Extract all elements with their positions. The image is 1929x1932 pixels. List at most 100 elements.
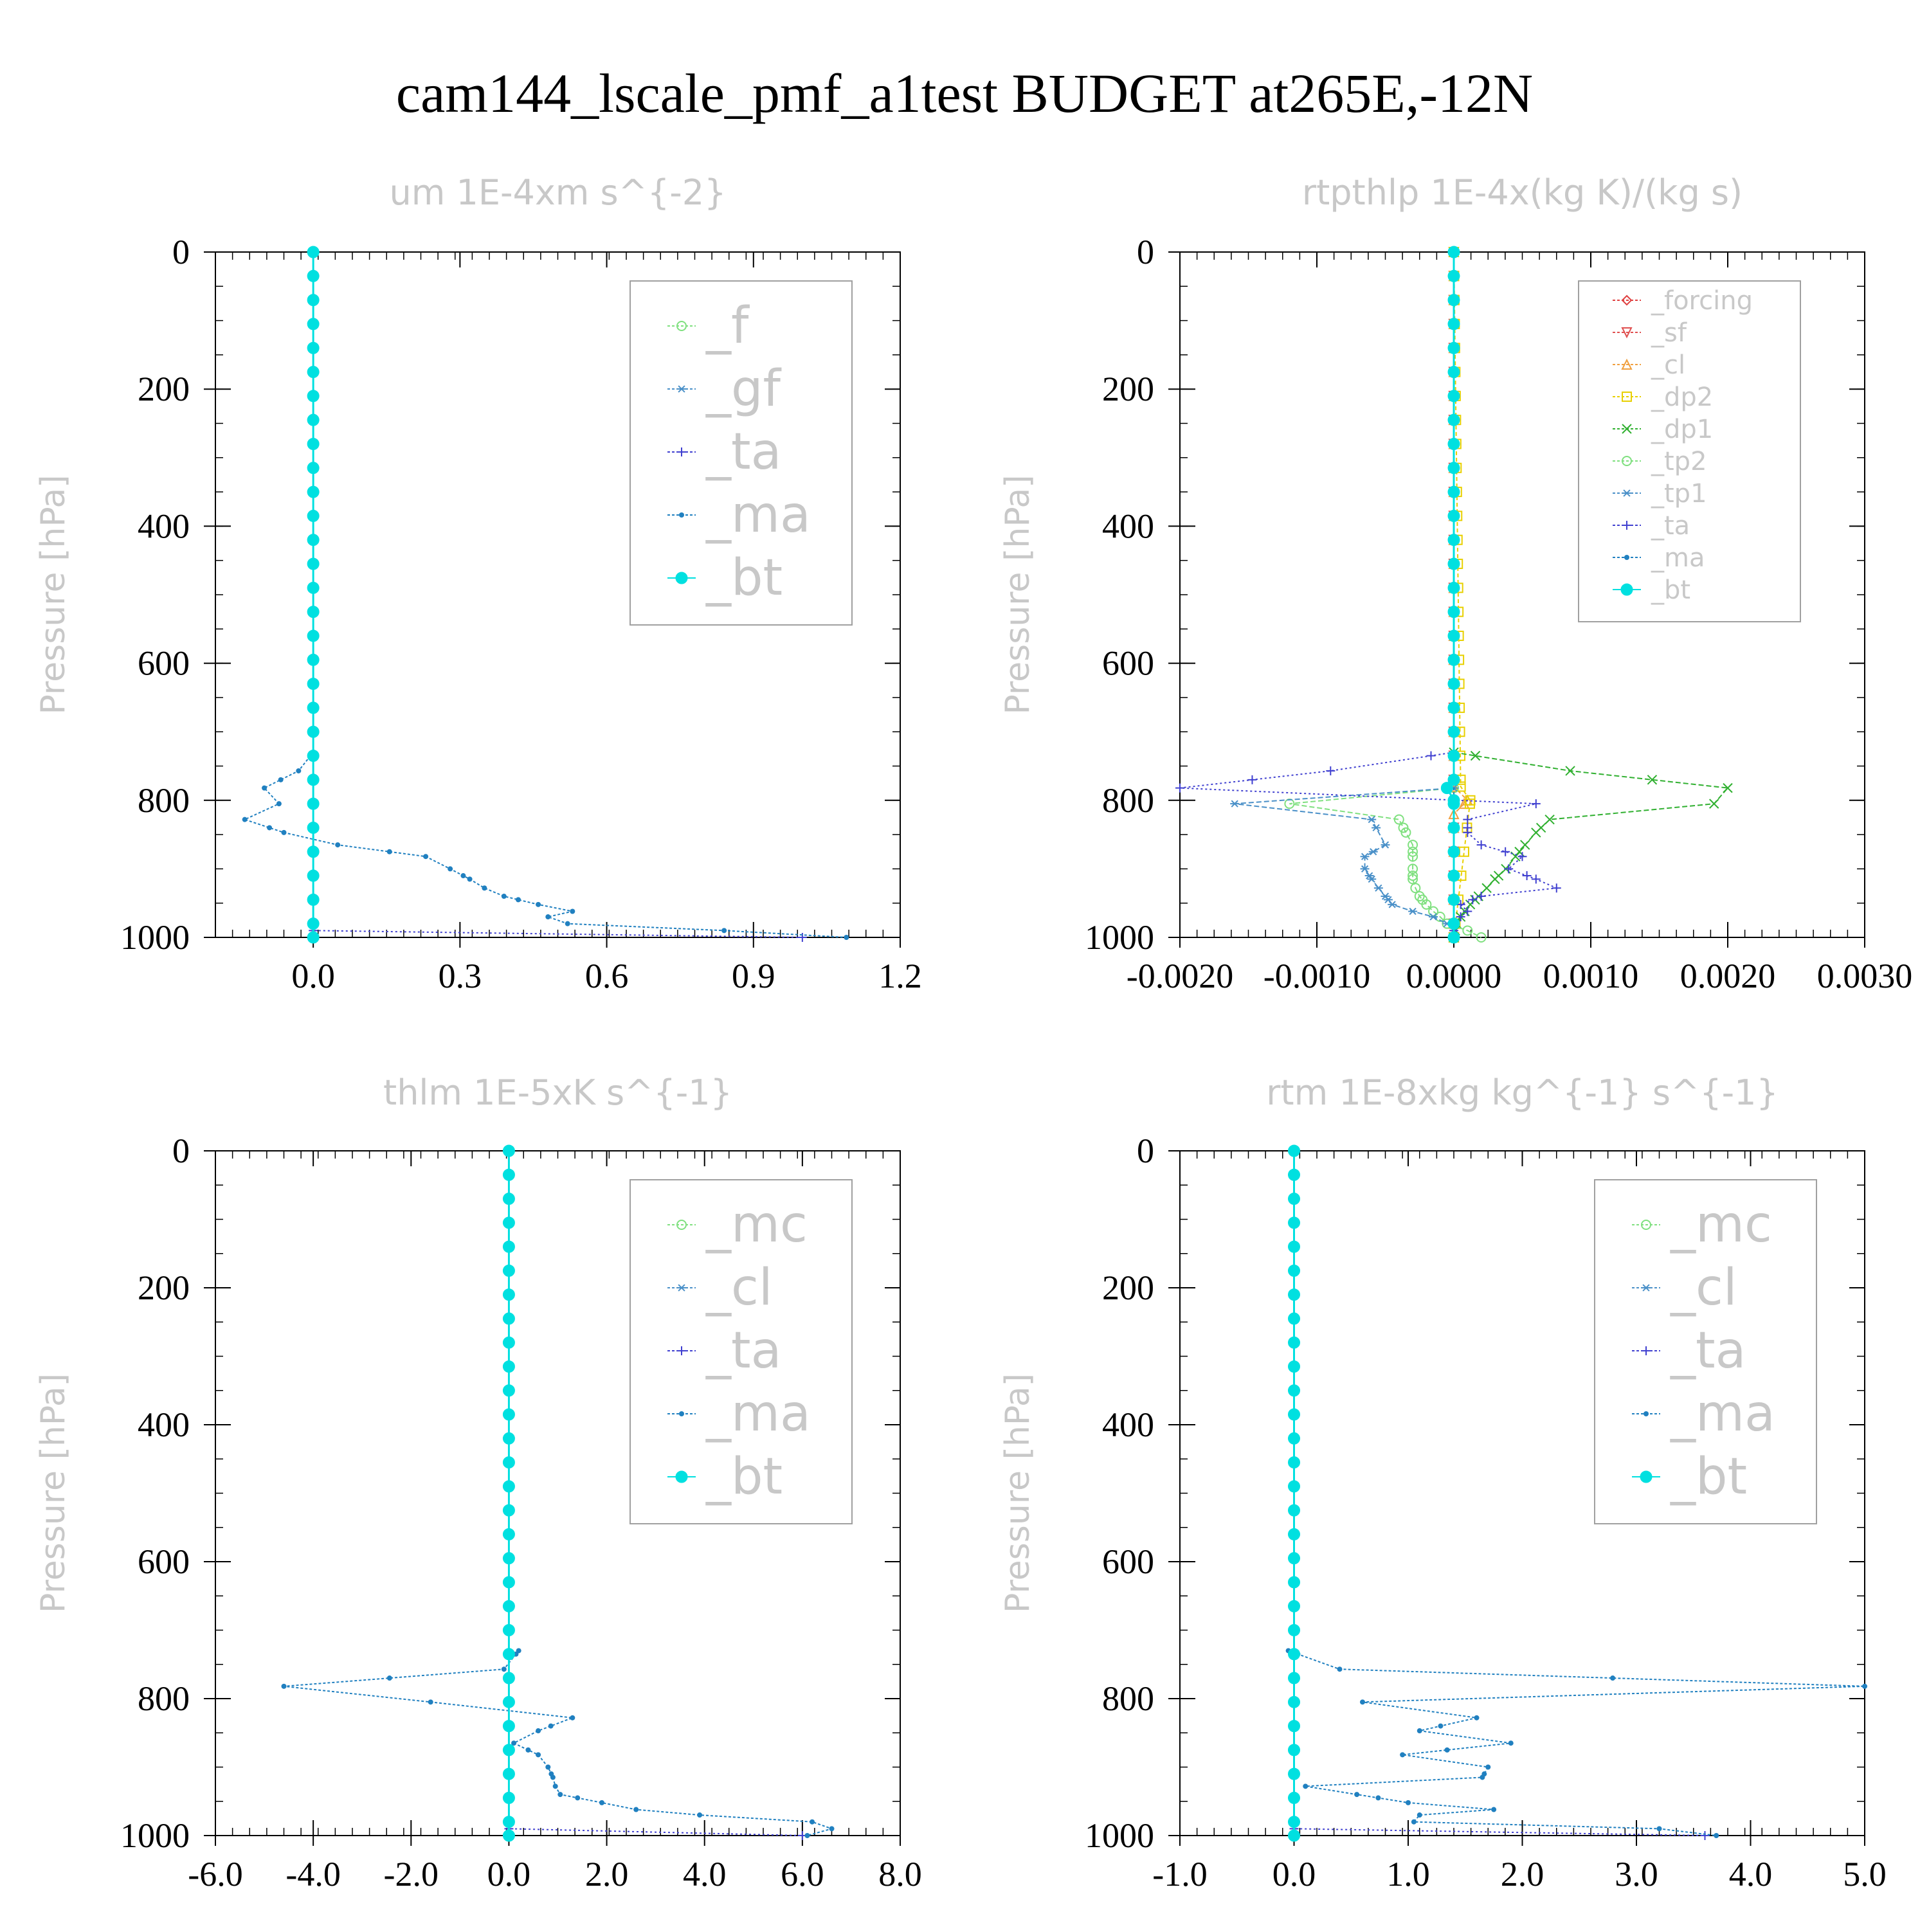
data-point	[307, 437, 320, 450]
data-point	[1288, 1744, 1300, 1756]
data-point	[1447, 437, 1460, 450]
legend-label: _mc	[705, 1196, 808, 1254]
data-point	[677, 385, 686, 393]
data-point	[307, 931, 320, 944]
series-line	[1453, 252, 1469, 937]
data-point	[1408, 874, 1418, 885]
data-point	[502, 1600, 515, 1612]
x-tick-label: -6.0	[188, 1855, 242, 1893]
data-point	[1411, 1819, 1417, 1825]
legend-label: _f	[705, 297, 750, 355]
data-point	[1447, 773, 1460, 786]
legend: _f_gf_ta_ma_bt	[629, 280, 853, 626]
series-ma	[281, 1648, 835, 1838]
data-point	[502, 1240, 515, 1253]
data-point	[1438, 1723, 1444, 1729]
data-point	[1381, 841, 1390, 849]
data-point	[276, 801, 282, 807]
series-line	[1445, 252, 1455, 937]
data-point	[502, 1264, 515, 1277]
data-point	[1288, 1456, 1300, 1469]
data-point	[1474, 1715, 1480, 1720]
legend-box	[629, 280, 853, 626]
data-point	[307, 845, 320, 858]
data-point	[1640, 1470, 1653, 1483]
x-tick-label: 2.0	[1501, 1855, 1544, 1893]
data-point	[1440, 782, 1453, 795]
data-point	[1398, 822, 1409, 833]
data-point	[1428, 906, 1439, 917]
data-point	[1447, 931, 1460, 944]
data-point	[1517, 852, 1527, 862]
data-point	[307, 485, 320, 498]
y-tick-label: 1000	[1085, 1816, 1154, 1855]
data-point	[1288, 1168, 1300, 1181]
data-point	[307, 701, 320, 714]
data-point	[1723, 782, 1733, 793]
data-point	[1408, 851, 1418, 862]
data-point	[335, 842, 341, 848]
legend: _forcing_sf_cl _dp2 _dp1 _tp2 _tp1_ta_ma_bt	[1578, 280, 1801, 622]
data-point	[536, 1752, 541, 1758]
data-point	[1383, 896, 1393, 903]
series-line	[1179, 752, 1559, 937]
series-dp1	[1449, 747, 1733, 943]
data-point	[1622, 489, 1631, 497]
data-point	[1406, 1800, 1411, 1805]
data-point	[1447, 653, 1460, 666]
data-point	[307, 462, 320, 474]
data-point	[307, 269, 320, 282]
y-tick-label: 0	[1137, 233, 1154, 271]
data-point	[1288, 1504, 1300, 1517]
x-tick-label: -1.0	[1152, 1855, 1207, 1893]
data-point	[1464, 799, 1475, 809]
data-point	[1288, 1193, 1300, 1205]
data-point	[1476, 932, 1487, 943]
data-point	[810, 1819, 815, 1825]
data-point	[1288, 1480, 1300, 1493]
series-line	[1453, 752, 1730, 938]
series-ta	[1175, 748, 1561, 942]
series-bt	[1288, 1144, 1300, 1842]
data-point	[1463, 827, 1472, 837]
data-point	[502, 1829, 515, 1842]
data-point	[1288, 1336, 1300, 1349]
data-point	[1447, 390, 1460, 402]
data-point	[844, 935, 849, 940]
data-point	[502, 1648, 515, 1661]
y-axis-label: Pressure [hPa]	[999, 475, 1037, 715]
y-axis-label: Pressure [hPa]	[999, 1373, 1037, 1613]
data-point	[1447, 534, 1460, 546]
data-point	[1456, 899, 1465, 909]
data-point	[1504, 864, 1514, 874]
data-point	[1447, 462, 1460, 474]
x-tick-label: 0.0030	[1817, 957, 1913, 995]
data-point	[1531, 874, 1541, 884]
data-point	[307, 653, 320, 666]
data-point	[1388, 901, 1397, 908]
data-point	[1622, 456, 1632, 466]
data-point	[1456, 912, 1465, 922]
data-point	[262, 785, 267, 791]
data-point	[296, 768, 302, 773]
legend-label: _mc	[1670, 1196, 1772, 1254]
data-point	[281, 829, 287, 835]
x-tick-label: 0.0	[1272, 1855, 1316, 1893]
series-tp2	[1284, 782, 1487, 943]
data-point	[1862, 1683, 1867, 1689]
data-point	[565, 921, 570, 926]
y-tick-label: 400	[1102, 507, 1154, 545]
data-point	[1288, 1767, 1300, 1780]
y-tick-label: 600	[138, 644, 190, 683]
data-point	[1326, 766, 1336, 775]
data-point	[1414, 891, 1425, 902]
data-point	[1288, 1312, 1300, 1325]
data-point	[502, 1288, 515, 1301]
data-point	[1455, 781, 1466, 792]
legend-box	[1578, 280, 1801, 622]
data-point	[482, 885, 487, 891]
y-tick-label: 800	[1102, 781, 1154, 820]
legend-label: _ta	[1651, 511, 1690, 541]
data-point	[1468, 895, 1478, 905]
legend-label: _sf	[1651, 318, 1687, 348]
